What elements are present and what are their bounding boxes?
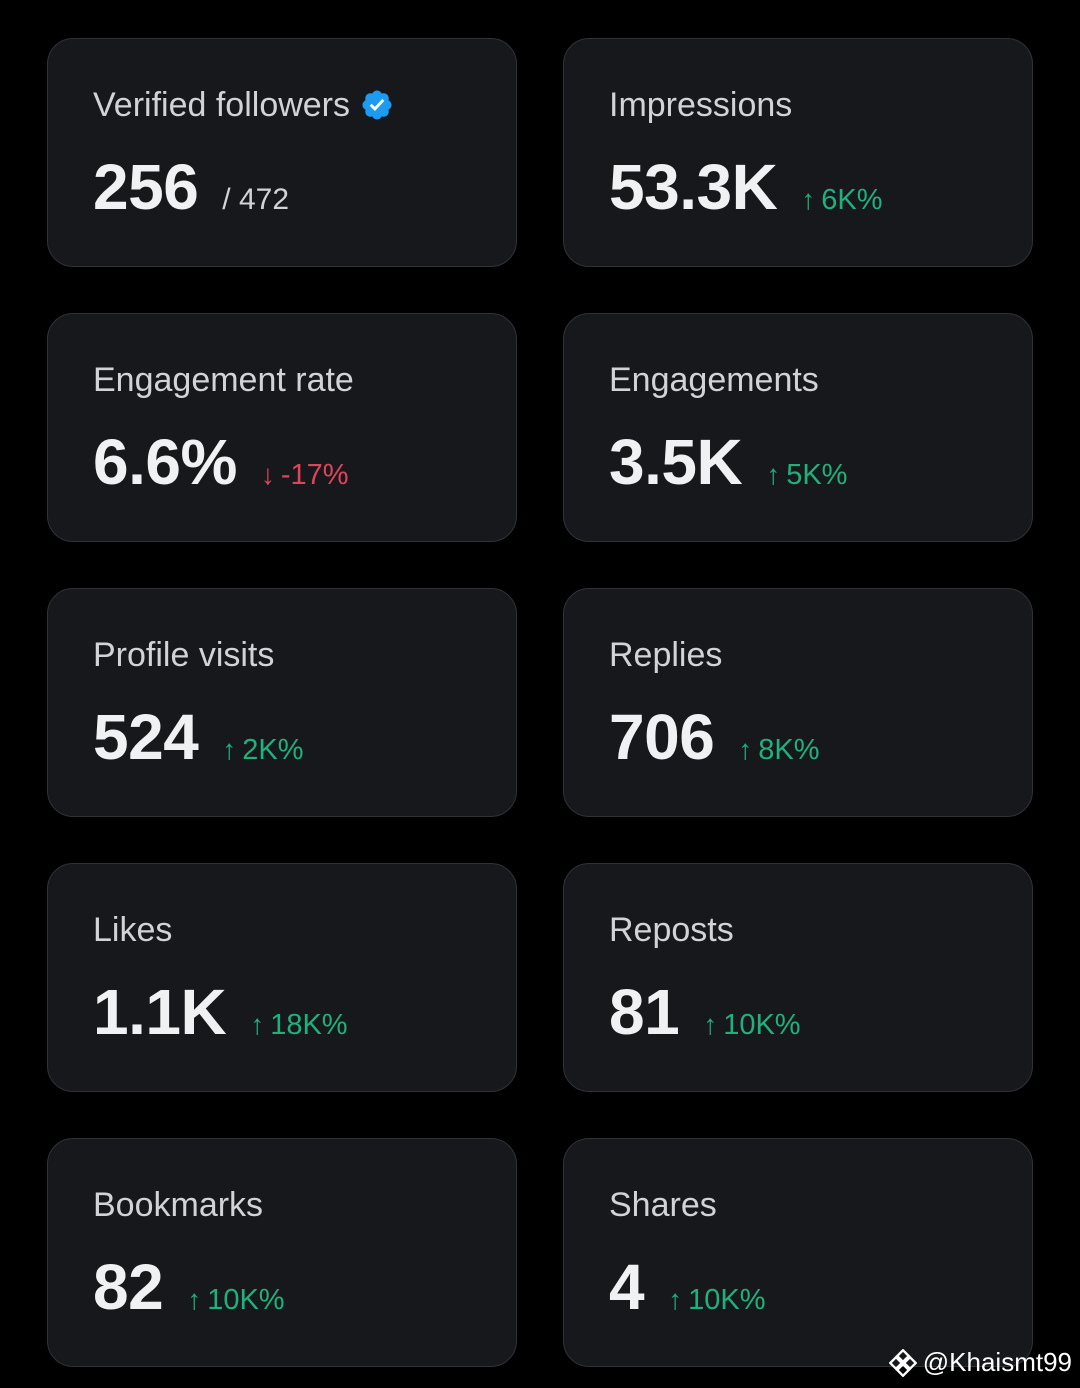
arrow-up-icon: ↑ (222, 734, 237, 765)
metric-card-engagements[interactable]: Engagements 3.5K ↑ 5K% (563, 313, 1033, 542)
trend-indicator: ↑ 10K% (703, 1009, 800, 1042)
metric-card-verified-followers[interactable]: Verified followers 256 / 472 (47, 38, 517, 267)
metric-label-row: Impressions (609, 85, 1032, 125)
metric-value-row: 53.3K ↑ 6K% (609, 149, 1032, 225)
metric-card-bookmarks[interactable]: Bookmarks 82 ↑ 10K% (47, 1138, 517, 1367)
trend-value: 10K% (688, 1284, 766, 1316)
metric-label: Engagement rate (93, 361, 354, 399)
metric-label-row: Profile visits (93, 635, 516, 675)
arrow-up-icon: ↑ (766, 459, 781, 490)
metric-value: 256 (93, 151, 199, 223)
trend-value: 18K% (270, 1009, 348, 1041)
metric-card-shares[interactable]: Shares 4 ↑ 10K% (563, 1138, 1033, 1367)
metric-label-row: Bookmarks (93, 1185, 516, 1225)
metric-label-row: Verified followers (93, 85, 516, 125)
arrow-up-icon: ↑ (801, 184, 816, 215)
metric-value: 524 (93, 701, 199, 773)
metric-label: Replies (609, 636, 723, 674)
trend-value: -17% (280, 459, 349, 491)
metric-value: 81 (609, 976, 680, 1048)
metric-label-row: Replies (609, 635, 1032, 675)
trend-value: 2K% (242, 734, 304, 766)
trend-indicator: ↑ 6K% (801, 184, 882, 217)
metric-value-row: 524 ↑ 2K% (93, 699, 516, 775)
metrics-grid: Verified followers 256 / 472 Impressions… (47, 38, 1033, 1367)
metric-value-row: 3.5K ↑ 5K% (609, 424, 1032, 500)
metric-label: Verified followers (93, 86, 351, 124)
trend-indicator: ↑ 8K% (738, 734, 819, 767)
trend-indicator: ↑ 10K% (187, 1284, 284, 1317)
trend-indicator: ↑ 10K% (668, 1284, 765, 1317)
metric-label: Bookmarks (93, 1186, 264, 1224)
metric-card-impressions[interactable]: Impressions 53.3K ↑ 6K% (563, 38, 1033, 267)
metric-value: 53.3K (609, 151, 778, 223)
metric-card-profile-visits[interactable]: Profile visits 524 ↑ 2K% (47, 588, 517, 817)
metric-value: 3.5K (609, 426, 743, 498)
metric-label-row: Reposts (609, 910, 1032, 950)
metric-value-row: 81 ↑ 10K% (609, 974, 1032, 1050)
metric-value-row: 256 / 472 (93, 149, 516, 225)
metric-label: Impressions (609, 86, 793, 124)
metric-label-row: Engagements (609, 360, 1032, 400)
arrow-up-icon: ↑ (187, 1284, 202, 1315)
metric-value-row: 706 ↑ 8K% (609, 699, 1032, 775)
binance-logo-icon (888, 1348, 917, 1377)
watermark-handle: @Khaismt99 (922, 1347, 1072, 1377)
metric-label: Reposts (609, 911, 734, 949)
arrow-up-icon: ↑ (738, 734, 753, 765)
metric-value: 6.6% (93, 426, 237, 498)
metric-label: Likes (93, 911, 173, 949)
metric-label: Engagements (609, 361, 819, 399)
metric-label-row: Likes (93, 910, 516, 950)
metric-total: / 472 (222, 183, 290, 216)
metric-label-row: Engagement rate (93, 360, 516, 400)
trend-indicator: ↑ 18K% (250, 1009, 347, 1042)
metric-value: 82 (93, 1251, 164, 1323)
verified-badge-icon (362, 90, 392, 120)
trend-value: 6K% (821, 184, 883, 216)
trend-value: 5K% (786, 459, 848, 491)
metric-value-row: 1.1K ↑ 18K% (93, 974, 516, 1050)
metric-value: 1.1K (93, 976, 227, 1048)
metric-value: 706 (609, 701, 715, 773)
trend-indicator: ↑ 2K% (222, 734, 303, 767)
metric-label-row: Shares (609, 1185, 1032, 1225)
metric-value: 4 (609, 1251, 645, 1323)
metric-card-reposts[interactable]: Reposts 81 ↑ 10K% (563, 863, 1033, 1092)
arrow-up-icon: ↑ (250, 1009, 265, 1040)
trend-indicator: ↑ 5K% (766, 459, 847, 492)
trend-value: 10K% (207, 1284, 285, 1316)
metric-card-likes[interactable]: Likes 1.1K ↑ 18K% (47, 863, 517, 1092)
watermark: @Khaismt99 (888, 1347, 1072, 1378)
arrow-up-icon: ↑ (703, 1009, 718, 1040)
trend-value: 10K% (723, 1009, 801, 1041)
trend-value: 8K% (758, 734, 820, 766)
metric-card-engagement-rate[interactable]: Engagement rate 6.6% ↓ -17% (47, 313, 517, 542)
arrow-down-icon: ↓ (260, 459, 275, 490)
metric-label: Shares (609, 1186, 717, 1224)
metric-value-row: 6.6% ↓ -17% (93, 424, 516, 500)
metric-value-row: 4 ↑ 10K% (609, 1249, 1032, 1325)
metric-value-row: 82 ↑ 10K% (93, 1249, 516, 1325)
arrow-up-icon: ↑ (668, 1284, 683, 1315)
metric-card-replies[interactable]: Replies 706 ↑ 8K% (563, 588, 1033, 817)
metric-label: Profile visits (93, 636, 275, 674)
trend-indicator: ↓ -17% (261, 459, 349, 492)
